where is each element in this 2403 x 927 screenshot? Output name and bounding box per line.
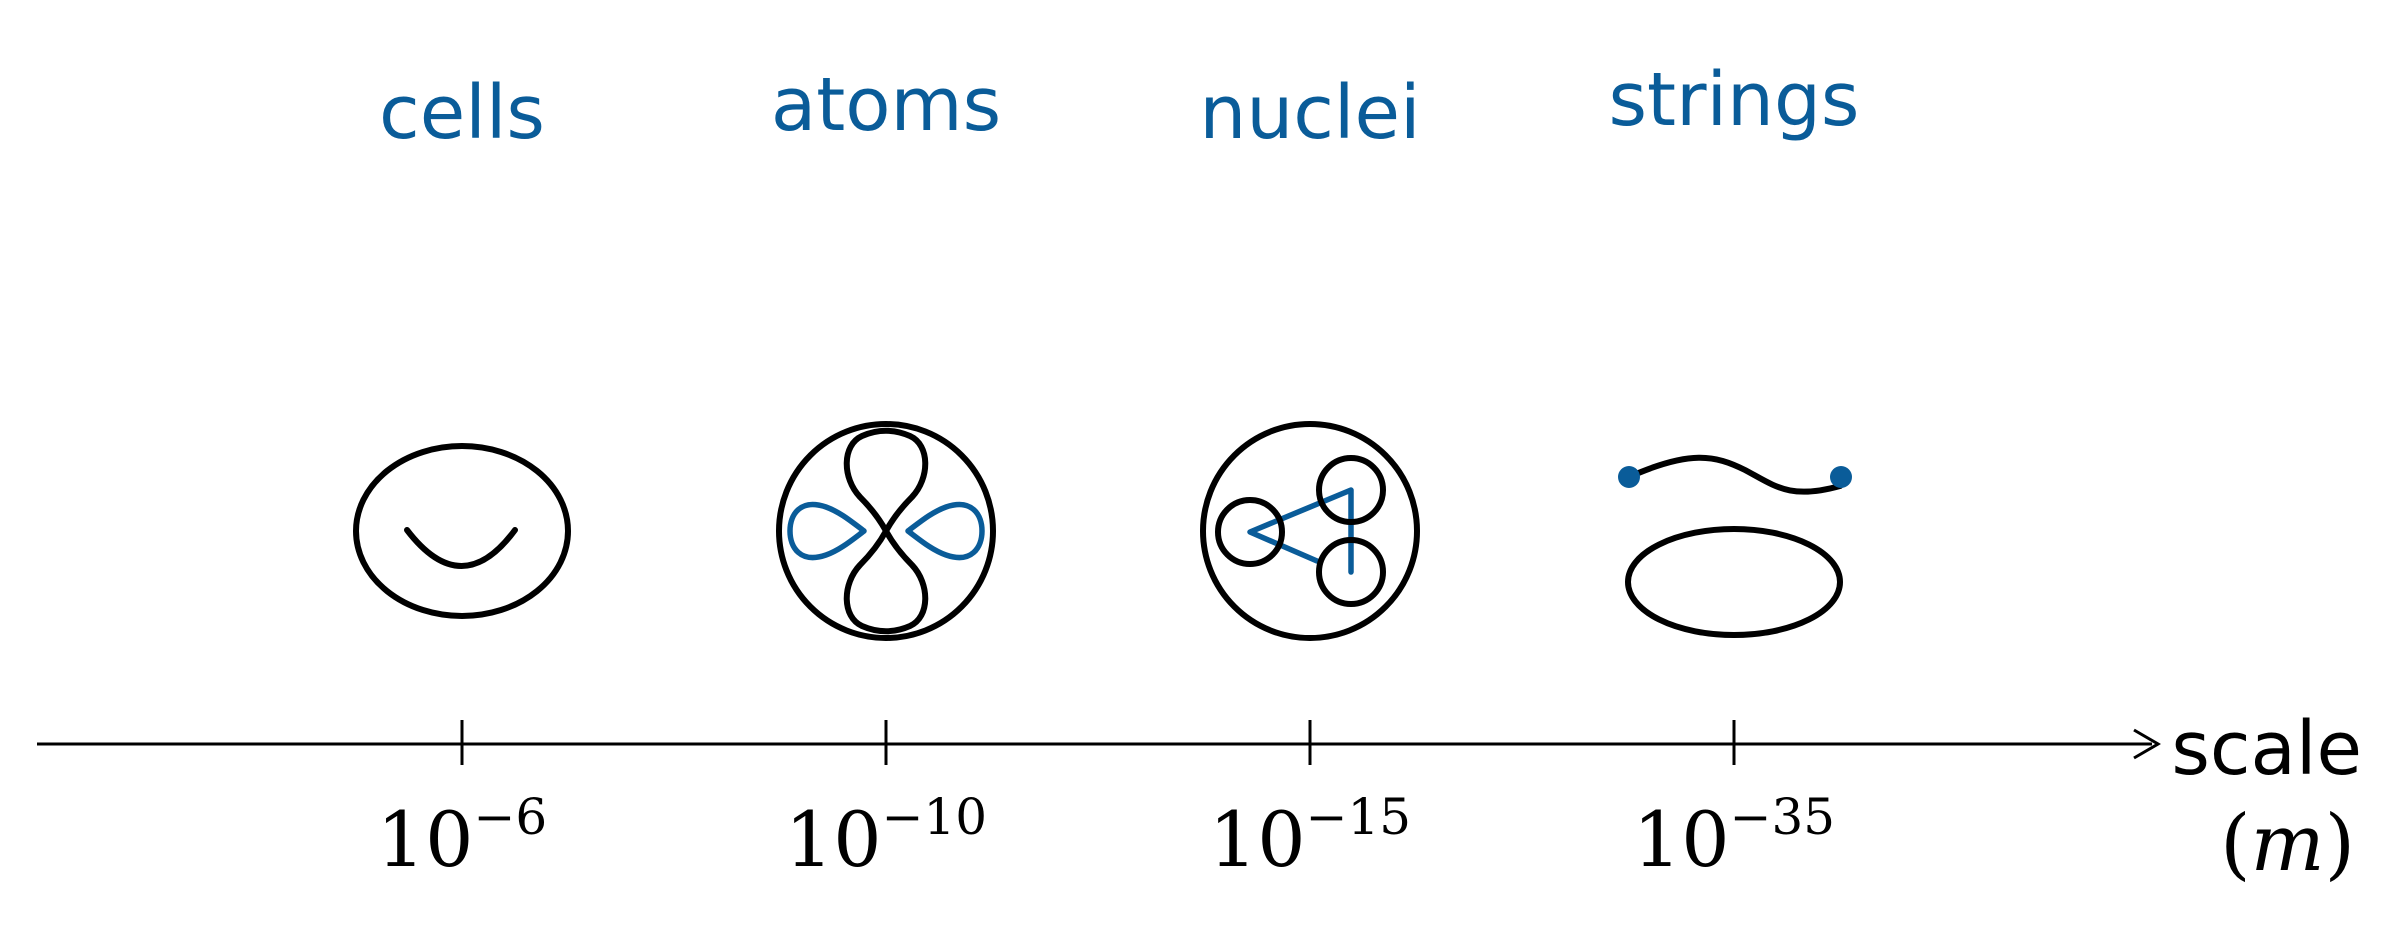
cell-icon xyxy=(353,443,571,619)
tick-label-strings: 10−35 xyxy=(1633,788,1835,884)
nucleus-icon xyxy=(1200,421,1420,641)
tick-label-cells: 10−6 xyxy=(377,788,547,884)
closed-string xyxy=(1625,526,1843,638)
nucleus-boundary xyxy=(1200,421,1420,641)
label-nuclei: nuclei xyxy=(1199,70,1420,156)
atom-boundary xyxy=(776,421,996,641)
cell-membrane xyxy=(353,443,571,619)
string-icon xyxy=(1618,454,1852,638)
nucleon-bottom xyxy=(1316,537,1386,607)
atom-orbital-left xyxy=(787,501,867,561)
atom-icon xyxy=(776,421,996,641)
label-strings: strings xyxy=(1609,57,1860,143)
cell-smile xyxy=(404,527,518,569)
string-endpoint-left xyxy=(1618,466,1640,488)
axis-unit: (m) xyxy=(2220,799,2355,889)
scale-axis xyxy=(37,720,2161,765)
open-string xyxy=(1626,454,1844,495)
label-atoms: atoms xyxy=(771,62,1001,148)
label-cells: cells xyxy=(379,70,545,156)
atom-orbital-top xyxy=(843,427,929,534)
axis-arrow-icon xyxy=(2133,728,2161,760)
tick-label-nuclei: 10−15 xyxy=(1209,788,1411,884)
atom-orbital-right xyxy=(905,501,985,561)
string-endpoint-right xyxy=(1830,466,1852,488)
tick-label-atoms: 10−10 xyxy=(785,788,987,884)
nucleus-bonds xyxy=(1247,487,1354,575)
atom-orbital-bottom xyxy=(843,528,929,635)
nucleon-top xyxy=(1316,455,1386,525)
axis-title: scale xyxy=(2171,706,2362,792)
nucleon-left xyxy=(1215,497,1285,567)
